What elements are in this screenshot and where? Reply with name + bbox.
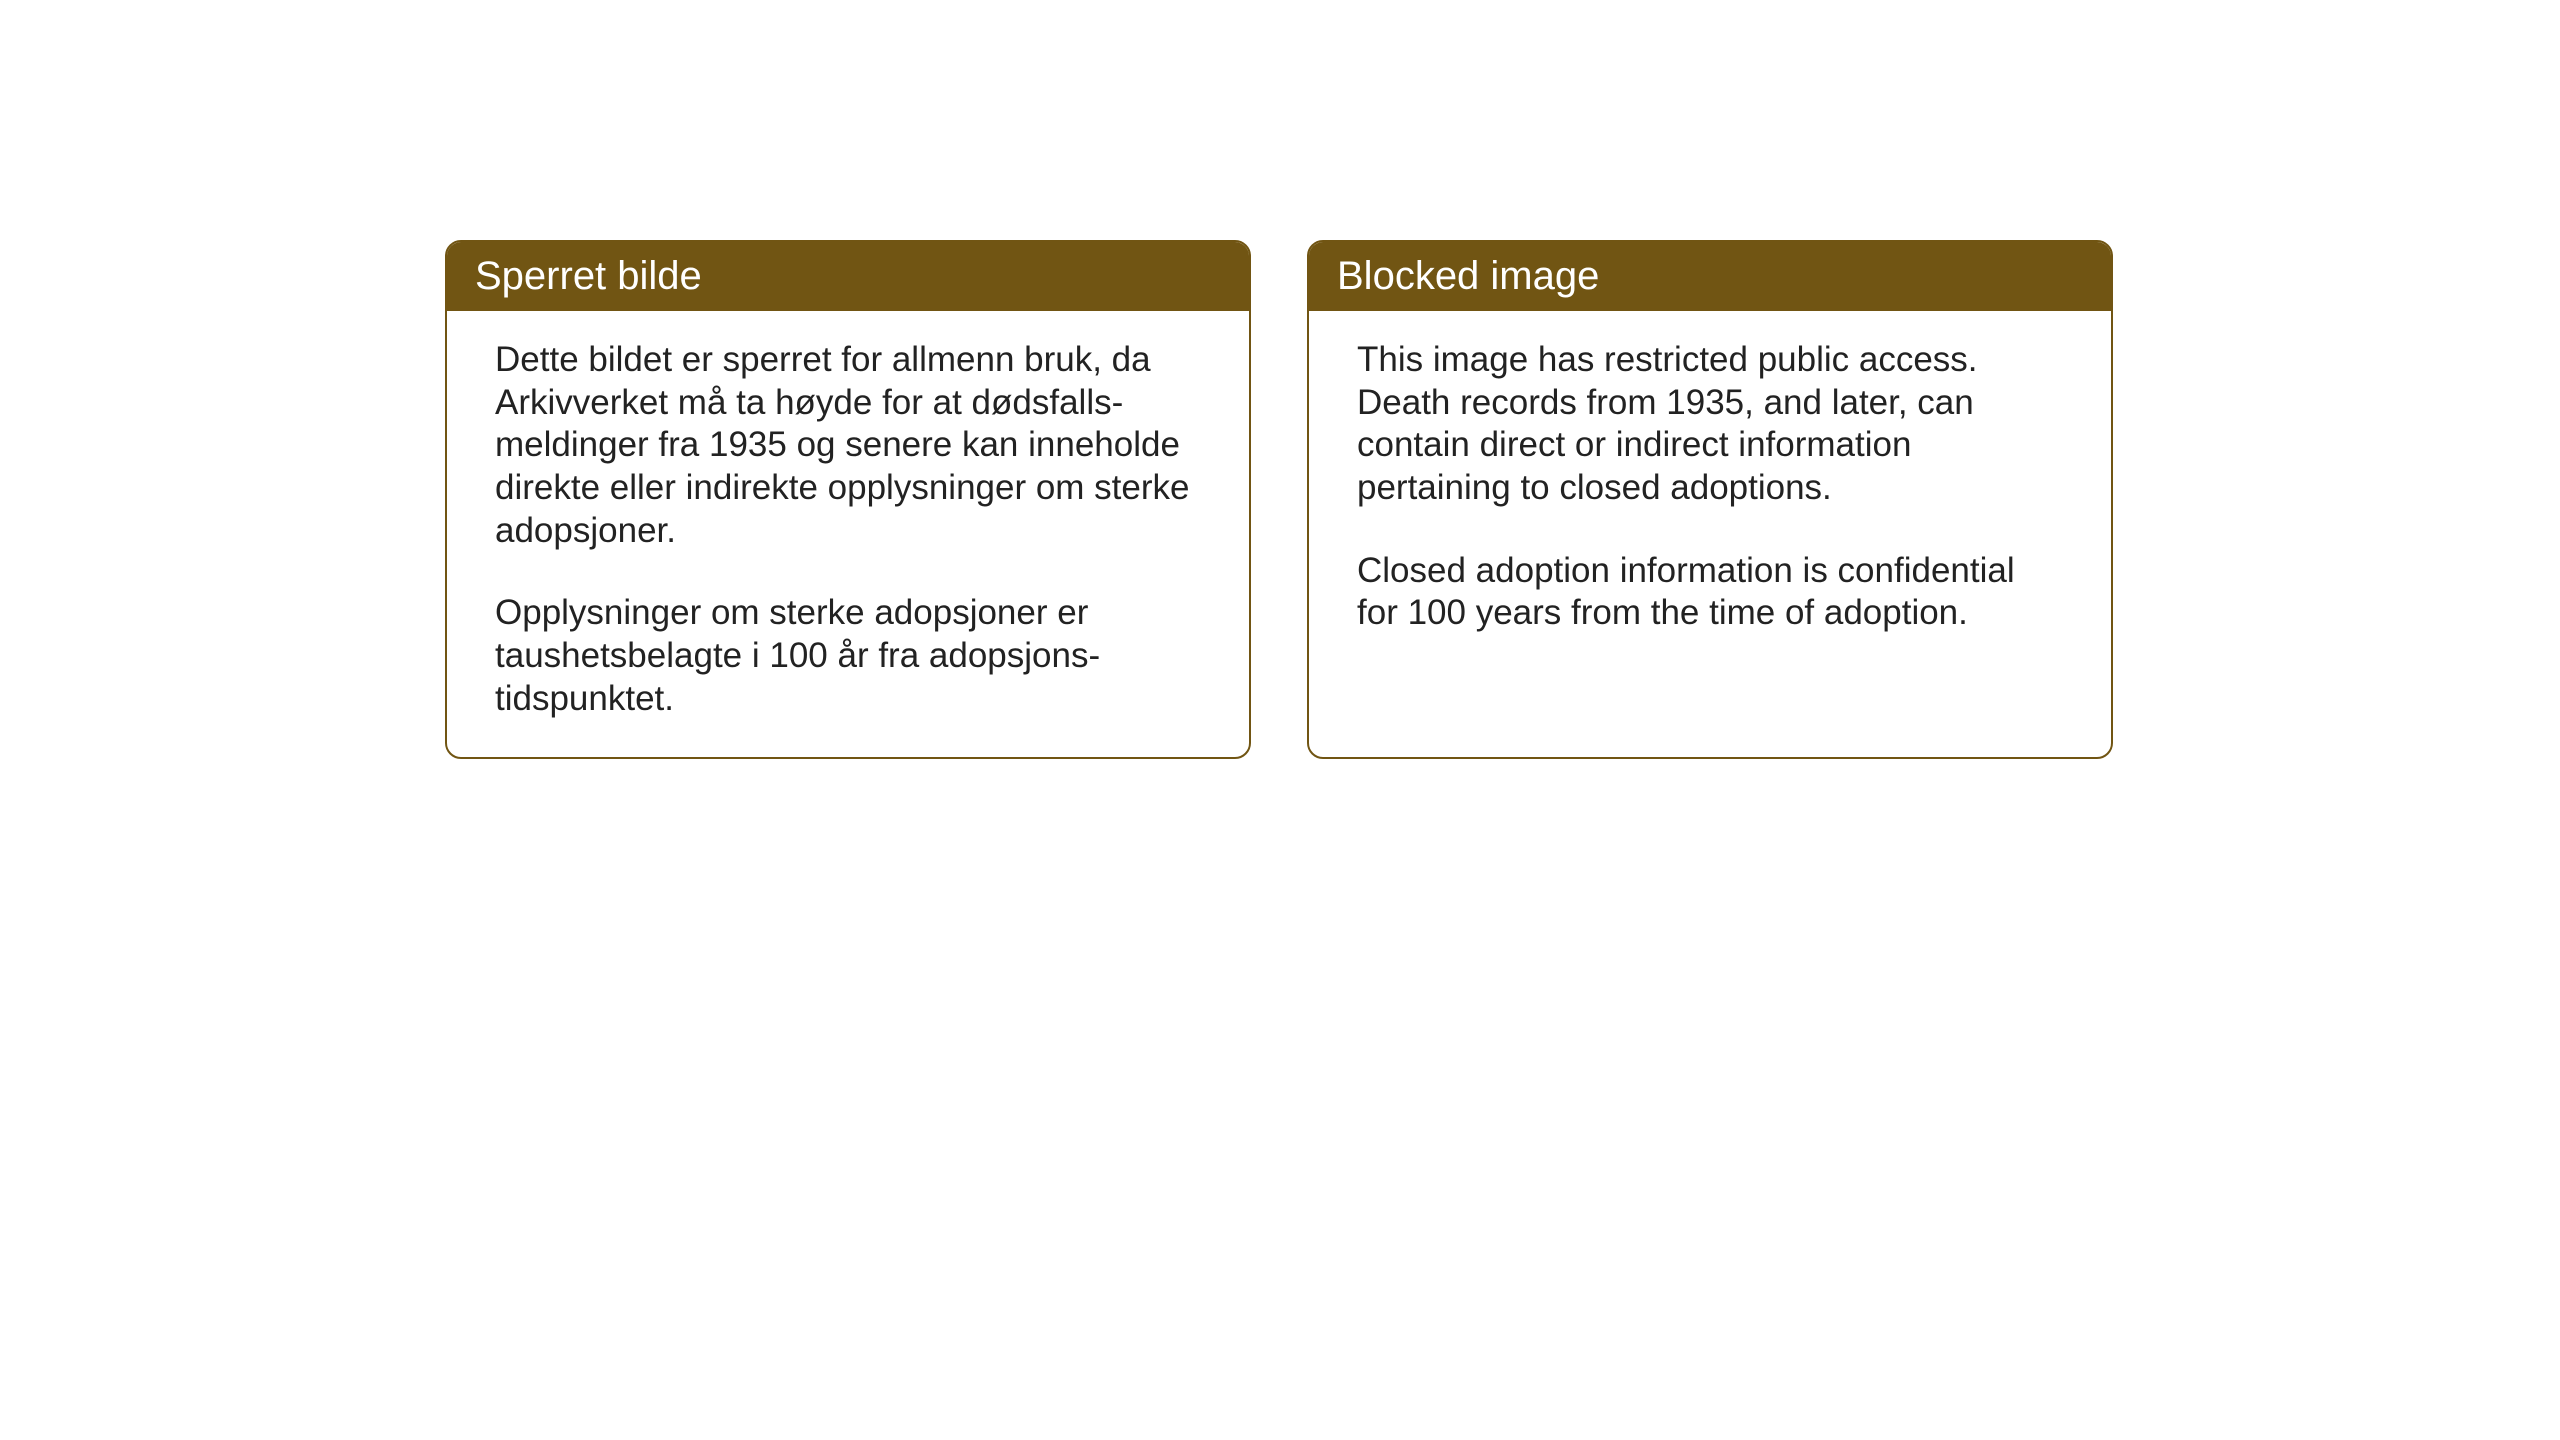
card-body-norwegian: Dette bildet er sperret for allmenn bruk… [447,311,1249,757]
card-title-english: Blocked image [1337,254,1599,298]
card-title-norwegian: Sperret bilde [475,254,702,298]
notice-card-english: Blocked image This image has restricted … [1307,240,2113,759]
card-paragraph-1-english: This image has restricted public access.… [1357,339,2063,510]
card-paragraph-2-english: Closed adoption information is confident… [1357,550,2063,635]
card-body-english: This image has restricted public access.… [1309,311,2111,671]
notice-container: Sperret bilde Dette bildet er sperret fo… [445,240,2113,759]
card-header-english: Blocked image [1309,242,2111,311]
card-header-norwegian: Sperret bilde [447,242,1249,311]
notice-card-norwegian: Sperret bilde Dette bildet er sperret fo… [445,240,1251,759]
card-paragraph-1-norwegian: Dette bildet er sperret for allmenn bruk… [495,339,1201,552]
card-paragraph-2-norwegian: Opplysninger om sterke adopsjoner er tau… [495,592,1201,720]
